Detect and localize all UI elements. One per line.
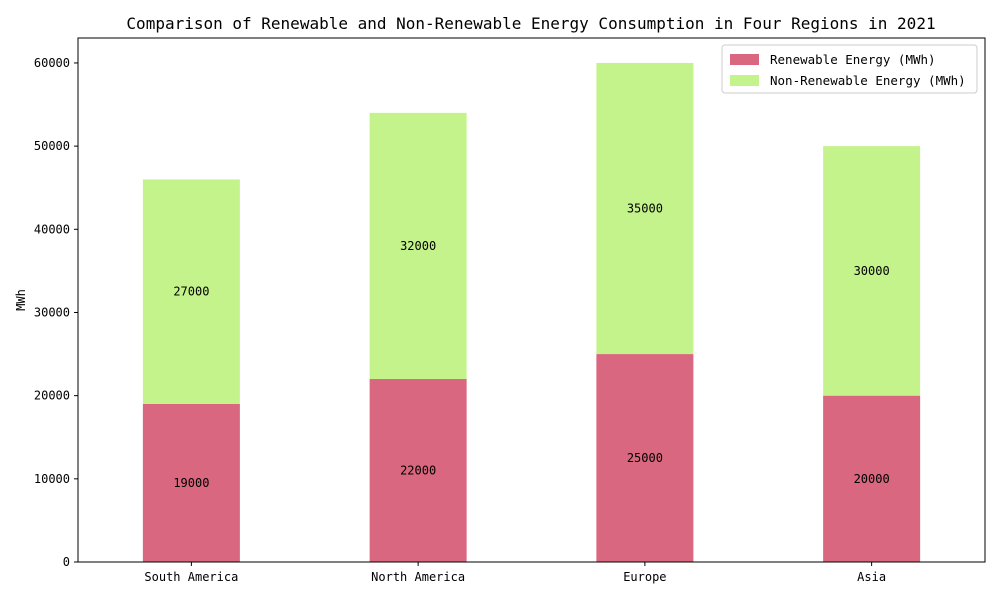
bar-renewable (369, 379, 467, 562)
plot-frame (77, 37, 986, 563)
bar-non-renewable (596, 62, 694, 355)
x-tick-label: North America (371, 570, 465, 584)
legend-entry-label: Non-Renewable Energy (MWh) (770, 73, 966, 88)
data-label: 30000 (854, 264, 890, 278)
bar-non-renewable (142, 179, 240, 404)
y-tick-label: 20000 (34, 389, 70, 403)
legend-box (721, 44, 978, 94)
y-tick-label: 60000 (34, 56, 70, 70)
bar-renewable (142, 403, 240, 562)
legend: Renewable Energy (MWh) Non-Renewable Ener… (721, 44, 978, 94)
y-axis-label: MWh (14, 289, 28, 311)
chart-title: Comparison of Renewable and Non-Renewabl… (126, 14, 935, 33)
y-tick-label: 40000 (34, 222, 70, 236)
y-tick-label: 30000 (34, 305, 70, 319)
data-label: 22000 (400, 464, 436, 478)
bar-renewable (823, 395, 921, 562)
legend-entry-label: Renewable Energy (MWh) (770, 52, 936, 67)
legend-swatch (730, 54, 759, 65)
x-tick-label: South America (144, 570, 238, 584)
bar-non-renewable (823, 146, 921, 396)
bar-non-renewable (369, 112, 467, 380)
plot-area: 19000 27000 South America 22000 32000 North A… (34, 37, 986, 584)
data-label: 19000 (173, 476, 209, 490)
data-label: 32000 (400, 239, 436, 253)
x-tick-label: Asia (857, 570, 886, 584)
bar-renewable (596, 354, 694, 562)
data-label: 25000 (627, 451, 663, 465)
legend-swatch (730, 75, 759, 86)
y-tick-label: 50000 (34, 139, 70, 153)
data-label: 20000 (854, 472, 890, 486)
data-label: 27000 (173, 285, 209, 299)
x-tick-label: Europe (623, 570, 666, 584)
y-tick-label: 0 (63, 555, 70, 569)
y-tick-label: 10000 (34, 472, 70, 486)
data-label: 35000 (627, 202, 663, 216)
